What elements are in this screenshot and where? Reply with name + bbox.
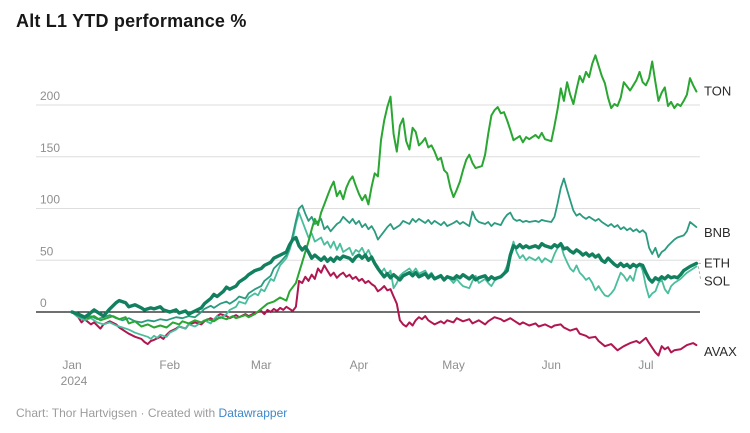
x-axis-tick-label: Jun — [542, 358, 561, 372]
series-line-bnb — [71, 177, 698, 324]
x-axis-tick-label: Mar — [251, 358, 272, 372]
chart-footer: Chart: Thor Hartvigsen · Created with Da… — [16, 406, 287, 420]
series-label-bnb: BNB — [704, 225, 731, 240]
chart-title: Alt L1 YTD performance % — [16, 11, 247, 31]
credit-text: Chart: Thor Hartvigsen · Created with — [16, 406, 219, 420]
x-axis-tick-label: Jul — [638, 358, 653, 372]
series-label-ton: TON — [704, 84, 731, 99]
x-axis-tick-label: Jan — [62, 358, 81, 372]
datawrapper-link[interactable]: Datawrapper — [218, 406, 288, 420]
y-axis-tick-label: 100 — [40, 193, 60, 207]
series-line-ton — [71, 54, 698, 329]
series-label-eth: ETH — [704, 255, 730, 270]
series-label-sol: SOL — [704, 273, 730, 288]
series-label-avax: AVAX — [704, 344, 737, 359]
x-axis-tick-label: Apr — [350, 358, 369, 372]
label-leader-line — [697, 266, 702, 282]
y-axis-tick-label: 150 — [40, 141, 60, 155]
x-axis-year-label: 2024 — [61, 374, 88, 388]
y-axis-tick-label: 200 — [40, 89, 60, 103]
x-axis-tick-label: May — [442, 358, 465, 372]
y-axis-tick-label: 0 — [40, 296, 47, 310]
series-line-sol — [71, 211, 698, 340]
series-line-eth — [70, 235, 699, 319]
y-axis-tick-label: 50 — [40, 244, 54, 258]
x-axis-tick-label: Feb — [159, 358, 180, 372]
